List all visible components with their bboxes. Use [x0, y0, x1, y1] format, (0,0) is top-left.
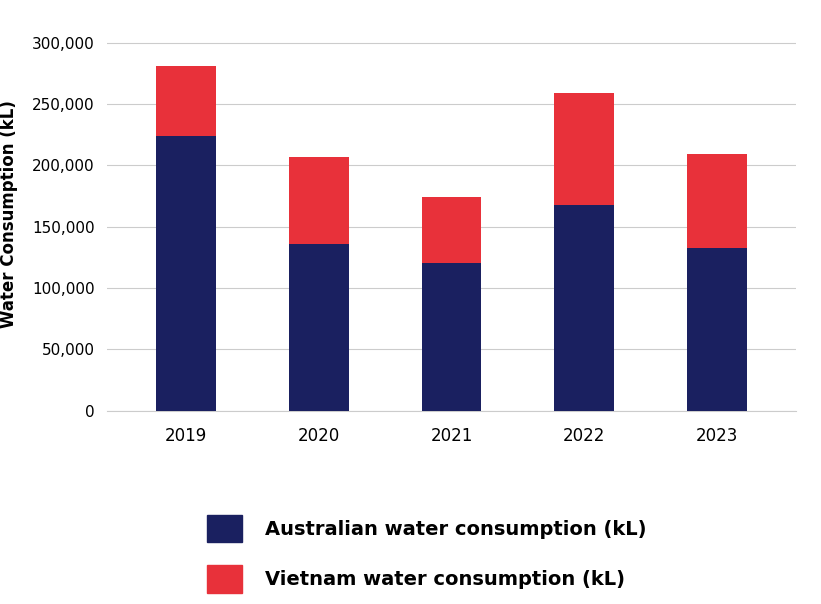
- Bar: [289, 157, 349, 244]
- Bar: [554, 93, 614, 205]
- Bar: [687, 248, 746, 411]
- Bar: [157, 66, 216, 136]
- Bar: [554, 205, 614, 411]
- Bar: [422, 263, 481, 411]
- Bar: [687, 154, 746, 248]
- Bar: [157, 136, 216, 411]
- Bar: [422, 198, 481, 263]
- Y-axis label: Water Consumption (kL): Water Consumption (kL): [0, 100, 18, 329]
- Legend: Australian water consumption (kL), Vietnam water consumption (kL): Australian water consumption (kL), Vietn…: [200, 507, 654, 601]
- Bar: [289, 244, 349, 411]
